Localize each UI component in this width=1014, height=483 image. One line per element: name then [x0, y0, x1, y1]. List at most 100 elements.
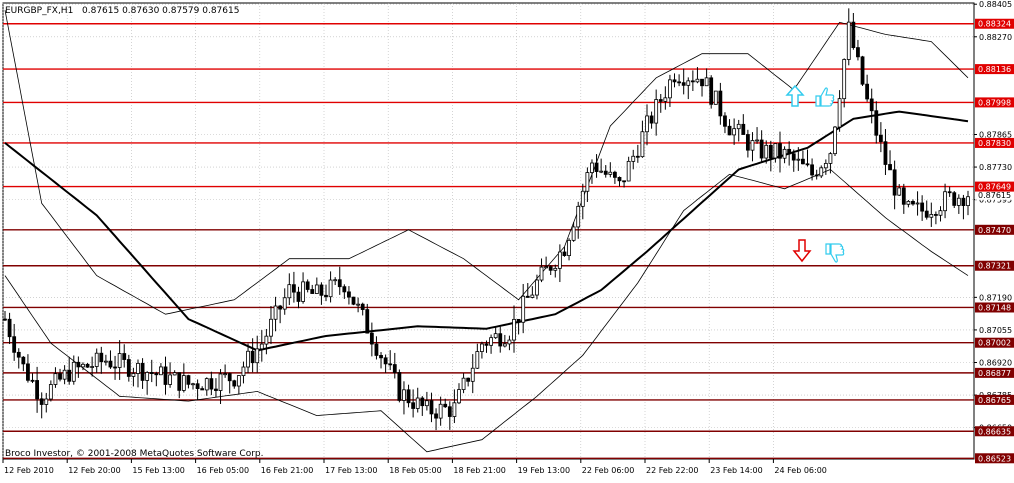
- level-label-box: [975, 337, 1014, 348]
- level-label-box: [975, 97, 1014, 108]
- candle: [214, 378, 218, 398]
- arrow-up-icon: [785, 84, 805, 107]
- candle: [695, 67, 700, 84]
- candle: [48, 380, 53, 402]
- candle: [411, 389, 416, 418]
- x-tick-label: 12 Feb 20:00: [68, 466, 120, 475]
- candle: [594, 154, 599, 178]
- level-label: 0.87321: [978, 262, 1011, 271]
- moving-average-line: [4, 110, 969, 352]
- candle: [966, 190, 970, 216]
- candle: [654, 89, 659, 136]
- candle: [759, 130, 764, 163]
- candle: [489, 334, 493, 354]
- candle: [168, 362, 172, 388]
- candle: [947, 186, 952, 197]
- candle: [466, 377, 471, 387]
- x-tick-label: 24 Feb 06:00: [774, 466, 826, 475]
- candle: [745, 129, 750, 158]
- candle: [557, 244, 562, 283]
- candle: [369, 322, 374, 357]
- candle: [626, 156, 631, 182]
- candle: [117, 340, 122, 380]
- level-label: 0.86877: [978, 369, 1011, 378]
- x-tick-label: 12 Feb 2010: [4, 466, 54, 475]
- candle: [374, 336, 379, 360]
- candle: [429, 392, 434, 423]
- candle: [773, 143, 778, 163]
- level-label-box: [975, 64, 1014, 75]
- candle: [576, 201, 581, 239]
- level-label: 0.87002: [978, 339, 1011, 348]
- level-label: 0.87148: [978, 303, 1011, 312]
- candle: [480, 341, 484, 359]
- candle: [21, 356, 26, 372]
- candle: [846, 8, 851, 66]
- candle: [16, 348, 21, 369]
- candle: [521, 283, 526, 334]
- candle: [810, 158, 814, 181]
- candle: [525, 283, 530, 298]
- candle: [12, 323, 17, 361]
- candle: [264, 328, 269, 355]
- x-tick-label: 16 Feb 21:00: [261, 466, 313, 475]
- candle: [99, 346, 104, 374]
- candle: [539, 258, 544, 283]
- candle: [599, 158, 604, 174]
- upper-band-line: [4, 10, 969, 315]
- candle: [246, 343, 250, 374]
- candle: [713, 90, 718, 105]
- candle: [502, 334, 507, 348]
- candle: [424, 391, 429, 411]
- thumbs-down-icon: [825, 243, 845, 263]
- candle: [878, 122, 883, 153]
- candle: [347, 286, 351, 305]
- y-tick-label: 0.88405: [979, 0, 1012, 9]
- candle: [90, 356, 95, 377]
- symbol-title: EURGBP_FX,H1: [5, 6, 73, 16]
- candle: [154, 371, 159, 387]
- candle: [39, 392, 44, 419]
- candle: [723, 112, 727, 134]
- x-tick-label: 18 Feb 05:00: [389, 466, 441, 475]
- level-label-box: [975, 137, 1014, 148]
- level-label-box: [975, 453, 1014, 464]
- x-tick-label: 22 Feb 06:00: [582, 466, 634, 475]
- candle: [645, 104, 649, 146]
- candle: [232, 379, 237, 389]
- candle: [787, 141, 792, 166]
- candle: [530, 286, 535, 299]
- candle: [103, 354, 108, 366]
- candle: [356, 297, 361, 313]
- candle: [943, 183, 947, 219]
- candle: [672, 73, 677, 88]
- candle: [663, 86, 668, 110]
- candle: [535, 274, 539, 300]
- candle: [131, 367, 136, 387]
- candle: [631, 149, 636, 170]
- y-tick-label: 0.86920: [979, 358, 1012, 367]
- candle: [360, 302, 365, 316]
- candle: [934, 211, 938, 225]
- level-label: 0.88324: [978, 20, 1011, 29]
- candle: [273, 296, 278, 332]
- candle: [44, 392, 49, 413]
- candle: [869, 88, 874, 124]
- candle: [438, 396, 443, 426]
- candle: [35, 366, 39, 413]
- level-label-box: [975, 367, 1014, 378]
- candle: [149, 359, 154, 383]
- candle: [649, 111, 654, 129]
- candle: [420, 396, 425, 416]
- candle: [186, 374, 191, 389]
- candle: [172, 370, 177, 376]
- candle: [30, 373, 35, 384]
- candle: [512, 305, 516, 353]
- candle: [622, 180, 626, 188]
- level-label: 0.88136: [978, 65, 1011, 74]
- candle: [736, 119, 741, 142]
- candle: [7, 312, 12, 345]
- candle: [282, 288, 287, 315]
